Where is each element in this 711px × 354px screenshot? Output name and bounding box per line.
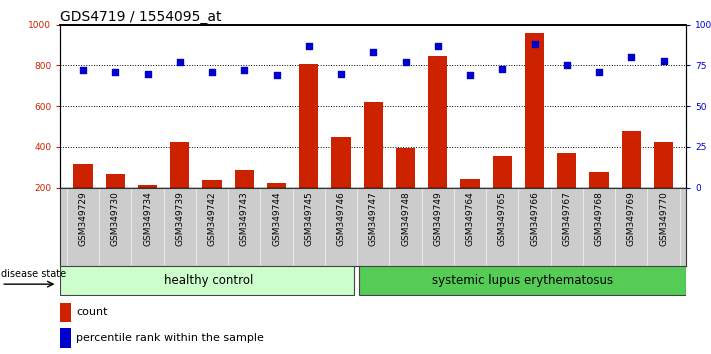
Bar <box>138 184 157 228</box>
Text: GSM349765: GSM349765 <box>498 192 507 246</box>
Point <box>206 69 218 75</box>
Text: GSM349769: GSM349769 <box>627 192 636 246</box>
Text: GSM349767: GSM349767 <box>562 192 571 246</box>
Text: GSM349734: GSM349734 <box>143 192 152 246</box>
Bar <box>106 175 125 228</box>
Bar <box>60 329 71 348</box>
Bar <box>621 131 641 228</box>
Bar <box>235 170 254 228</box>
Text: GSM349746: GSM349746 <box>336 192 346 246</box>
Bar <box>654 142 673 228</box>
Text: GSM349744: GSM349744 <box>272 192 281 246</box>
Text: GSM349743: GSM349743 <box>240 192 249 246</box>
Bar <box>73 164 92 228</box>
Point <box>109 69 121 75</box>
Point <box>561 63 572 68</box>
Bar <box>493 156 512 228</box>
Point <box>658 58 669 63</box>
Bar <box>331 137 351 228</box>
Text: GSM349748: GSM349748 <box>401 192 410 246</box>
Point <box>141 71 153 76</box>
Point <box>464 73 476 78</box>
Text: GSM349766: GSM349766 <box>530 192 539 246</box>
Point <box>239 68 250 73</box>
Bar <box>525 33 544 228</box>
Text: GSM349749: GSM349749 <box>433 192 442 246</box>
Bar <box>60 303 71 322</box>
Bar <box>363 102 383 228</box>
Point <box>271 73 282 78</box>
Bar <box>203 181 222 228</box>
Point <box>77 68 89 73</box>
Text: count: count <box>77 308 108 318</box>
Bar <box>267 183 287 228</box>
Text: GSM349770: GSM349770 <box>659 192 668 246</box>
Point <box>594 69 605 75</box>
Point <box>496 66 508 72</box>
Point <box>432 43 444 49</box>
Bar <box>170 142 189 228</box>
Text: GSM349747: GSM349747 <box>369 192 378 246</box>
Text: GSM349742: GSM349742 <box>208 192 217 246</box>
Point <box>626 55 637 60</box>
Text: GSM349729: GSM349729 <box>78 192 87 246</box>
FancyBboxPatch shape <box>359 266 686 295</box>
Point <box>303 43 314 49</box>
Bar <box>396 148 415 228</box>
Point <box>529 41 540 47</box>
Text: percentile rank within the sample: percentile rank within the sample <box>77 333 264 343</box>
Point <box>336 71 347 76</box>
Text: systemic lupus erythematosus: systemic lupus erythematosus <box>432 274 614 287</box>
Bar <box>557 153 577 228</box>
Text: GSM349730: GSM349730 <box>111 192 119 246</box>
Text: GDS4719 / 1554095_at: GDS4719 / 1554095_at <box>60 10 222 24</box>
Bar <box>428 56 447 228</box>
Text: healthy control: healthy control <box>164 274 253 287</box>
Text: GSM349768: GSM349768 <box>594 192 604 246</box>
Text: disease state: disease state <box>1 269 66 279</box>
Point <box>174 59 186 65</box>
Bar <box>299 64 319 228</box>
Text: GSM349739: GSM349739 <box>176 192 184 246</box>
FancyBboxPatch shape <box>60 266 354 295</box>
Point <box>368 50 379 55</box>
Text: GSM349764: GSM349764 <box>466 192 474 246</box>
Bar <box>589 172 609 228</box>
Text: GSM349745: GSM349745 <box>304 192 314 246</box>
Bar <box>460 179 480 228</box>
Point <box>400 59 411 65</box>
